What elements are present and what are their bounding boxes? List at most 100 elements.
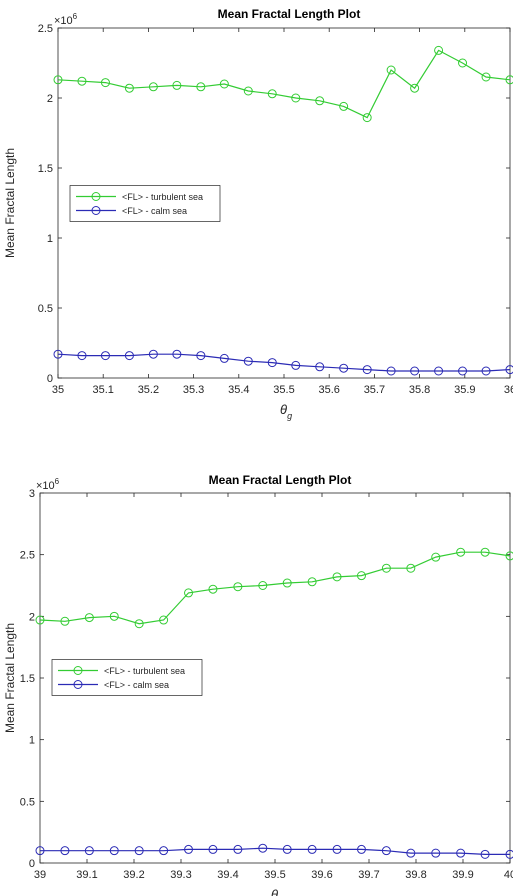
data-point-0 — [406, 563, 416, 573]
chart-title: Mean Fractal Length Plot — [218, 7, 361, 21]
data-point-1 — [124, 351, 134, 361]
y-tick-label: 0 — [47, 373, 53, 385]
legend-label-1: <FL> - calm sea — [122, 206, 187, 216]
x-tick-label: 39.1 — [76, 869, 97, 881]
data-point-0 — [291, 93, 301, 103]
data-point-1 — [148, 349, 158, 359]
data-point-0 — [362, 113, 372, 123]
data-point-1 — [381, 846, 391, 856]
data-point-1 — [386, 366, 396, 376]
data-point-1 — [410, 366, 420, 376]
y-tick-label: 3 — [29, 488, 35, 500]
x-tick-label: 35.5 — [273, 384, 294, 396]
data-point-0 — [77, 76, 87, 86]
legend-marker-0 — [73, 666, 83, 675]
data-point-0 — [339, 101, 349, 111]
y-exponent-power: 6 — [73, 12, 78, 21]
data-point-1 — [84, 846, 94, 856]
data-point-1 — [505, 849, 513, 859]
y-axis-label: Mean Fractal Length — [3, 623, 17, 733]
data-point-1 — [434, 366, 444, 376]
data-point-0 — [481, 72, 491, 82]
y-tick-label: 0 — [29, 858, 35, 870]
x-tick-label: 39 — [34, 869, 46, 881]
data-point-0 — [356, 571, 366, 581]
x-tick-label: 40 — [504, 869, 513, 881]
data-point-1 — [431, 848, 441, 858]
data-point-1 — [53, 349, 63, 359]
x-tick-label: 39.8 — [405, 869, 426, 881]
x-axis-label: θg — [271, 887, 283, 896]
data-point-1 — [184, 844, 194, 854]
x-tick-label: 35.8 — [409, 384, 430, 396]
data-point-1 — [505, 365, 513, 375]
legend: <FL> - turbulent sea <FL> - calm sea — [51, 659, 203, 696]
x-tick-label: 39.5 — [264, 869, 285, 881]
y-tick-label: 1 — [29, 735, 35, 747]
x-tick-label: 35.6 — [318, 384, 339, 396]
x-tick-label: 39.4 — [217, 869, 238, 881]
data-point-1 — [77, 351, 87, 361]
x-tick-label: 35.9 — [454, 384, 475, 396]
data-point-0 — [159, 615, 169, 625]
y-tick-label: 2 — [47, 93, 53, 105]
y-exponent-base: ×10 — [36, 480, 55, 492]
x-tick-label: 39.6 — [311, 869, 332, 881]
data-point-1 — [356, 844, 366, 854]
legend-label-0: <FL> - turbulent sea — [122, 192, 203, 202]
legend-marker-1 — [91, 206, 101, 215]
legend-marker-0 — [91, 192, 101, 201]
x-tick-label: 35.4 — [228, 384, 249, 396]
x-tick-label: 35.1 — [92, 384, 113, 396]
legend-marker-1 — [73, 680, 83, 689]
data-point-1 — [219, 353, 229, 363]
y-exponent-label: ×106 — [36, 477, 60, 492]
chart-bottom: 39 39.1 39.2 39.3 39.4 39.5 39.6 39.7 39.8 39.9 4 0… — [3, 473, 513, 896]
data-point-1 — [458, 366, 468, 376]
x-tick-label: 35.2 — [138, 384, 159, 396]
x-tick-label: 39.7 — [358, 869, 379, 881]
data-point-1 — [35, 846, 45, 856]
data-point-1 — [159, 846, 169, 856]
y-axis-label: Mean Fractal Length — [3, 148, 17, 258]
legend-box — [51, 659, 203, 696]
data-point-1 — [307, 844, 317, 854]
data-point-0 — [258, 581, 268, 590]
x-tick-label: 39.2 — [123, 869, 144, 881]
data-point-0 — [109, 611, 119, 621]
data-point-0 — [267, 89, 277, 99]
data-point-1 — [406, 848, 416, 858]
data-point-1 — [456, 848, 466, 858]
legend-label-1: <FL> - calm sea — [104, 680, 169, 690]
data-point-1 — [109, 846, 119, 856]
data-point-1 — [267, 358, 277, 368]
data-point-0 — [124, 83, 134, 93]
y-tick-label: 0.5 — [20, 796, 35, 808]
data-point-1 — [480, 849, 490, 859]
data-point-0 — [315, 96, 325, 106]
data-point-0 — [386, 65, 396, 75]
data-point-1 — [315, 362, 325, 372]
data-point-0 — [505, 75, 513, 85]
data-point-0 — [134, 619, 144, 629]
data-point-0 — [84, 613, 94, 623]
chart-title: Mean Fractal Length Plot — [209, 473, 352, 487]
data-point-0 — [243, 86, 253, 96]
data-point-1 — [332, 844, 342, 854]
y-exponent-label: ×106 — [54, 12, 78, 27]
data-point-1 — [481, 366, 491, 376]
x-axis-label-subscript: g — [287, 411, 292, 421]
data-point-0 — [219, 79, 229, 89]
data-point-1 — [291, 360, 301, 370]
data-point-0 — [35, 615, 45, 625]
data-point-1 — [258, 843, 268, 853]
data-point-0 — [505, 551, 513, 561]
x-tick-label: 36 — [504, 384, 513, 396]
data-point-1 — [196, 351, 206, 361]
data-point-0 — [381, 563, 391, 573]
data-point-1 — [282, 844, 292, 854]
data-point-1 — [60, 846, 70, 856]
data-point-1 — [233, 844, 243, 854]
data-point-1 — [134, 846, 144, 856]
